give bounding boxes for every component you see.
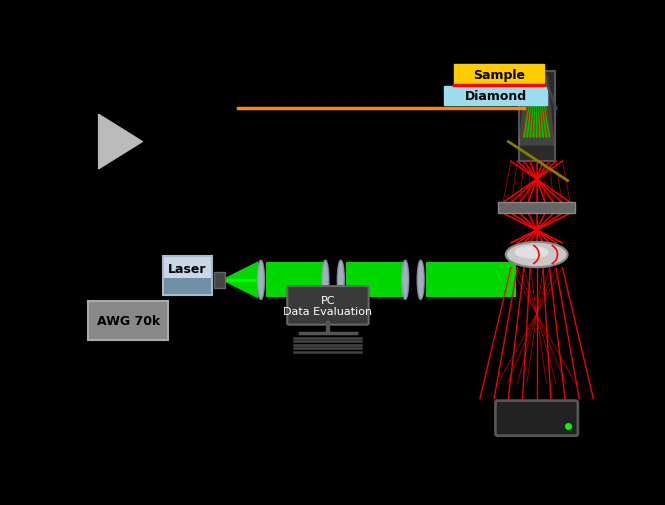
Text: Sample: Sample (473, 69, 525, 82)
Polygon shape (522, 80, 551, 138)
Ellipse shape (418, 261, 424, 300)
FancyBboxPatch shape (519, 72, 555, 162)
Ellipse shape (337, 261, 344, 300)
FancyBboxPatch shape (444, 87, 547, 106)
FancyBboxPatch shape (287, 286, 368, 325)
FancyBboxPatch shape (498, 203, 575, 214)
Polygon shape (98, 115, 142, 170)
FancyBboxPatch shape (163, 278, 212, 296)
Ellipse shape (322, 261, 329, 300)
Text: Diamond: Diamond (464, 89, 527, 103)
FancyBboxPatch shape (454, 65, 545, 86)
Polygon shape (426, 263, 516, 298)
Ellipse shape (515, 246, 549, 259)
Text: PC
Data Evaluation: PC Data Evaluation (283, 295, 372, 317)
FancyBboxPatch shape (495, 401, 578, 436)
Polygon shape (519, 76, 555, 146)
Text: AWG 70k: AWG 70k (96, 315, 160, 328)
FancyBboxPatch shape (213, 273, 225, 288)
Ellipse shape (402, 261, 408, 300)
Polygon shape (266, 263, 323, 298)
FancyBboxPatch shape (163, 257, 212, 278)
Text: Laser: Laser (168, 262, 207, 275)
Polygon shape (225, 262, 258, 299)
FancyBboxPatch shape (88, 301, 168, 340)
Ellipse shape (257, 261, 264, 300)
Polygon shape (346, 263, 403, 298)
Ellipse shape (505, 242, 568, 268)
